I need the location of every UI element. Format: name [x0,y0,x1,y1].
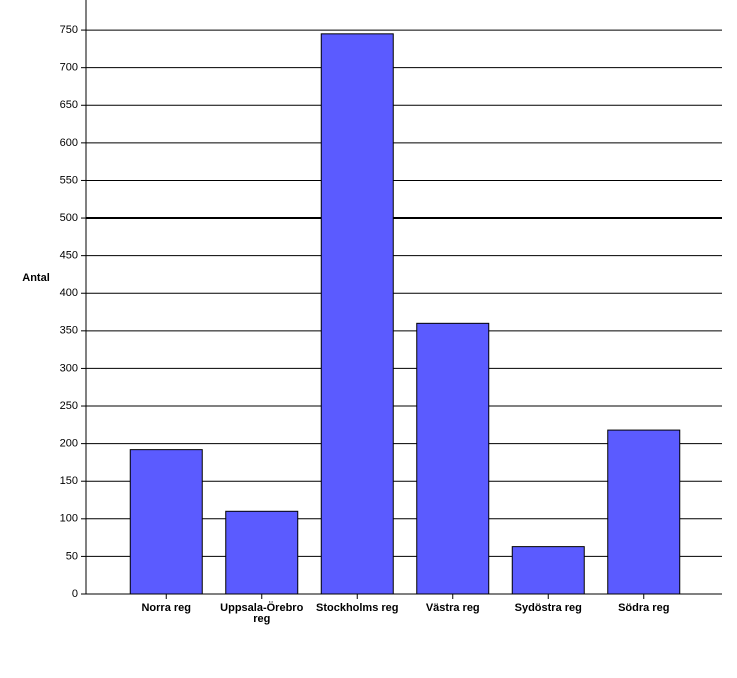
bar [511,546,585,595]
bar [225,510,299,595]
bar [320,33,394,595]
y-tick-label: 700 [60,62,78,74]
x-tick-label: Västra reg [425,602,480,614]
x-tick-label: Sydöstra reg [514,602,582,614]
y-tick-label: 250 [60,400,78,412]
y-tick-label: 350 [60,325,78,337]
y-tick-label: 400 [60,287,78,299]
y-tick-label: 150 [60,475,78,487]
y-tick-label: 750 [60,24,78,36]
y-tick-label: 600 [60,137,78,149]
y-tick-label: 50 [66,550,78,562]
y-tick-label: 450 [60,250,78,262]
x-tick-label: Uppsala-Örebro reg [220,602,304,625]
y-tick-label: 200 [60,438,78,450]
y-tick-label: 0 [72,588,78,600]
y-tick-label: 100 [60,513,78,525]
bar [607,429,681,595]
y-axis-label: Antal [22,272,50,284]
y-tick-label: 550 [60,174,78,186]
x-tick-label: Stockholms reg [315,602,399,614]
y-tick-label: 300 [60,362,78,374]
y-tick-label: 500 [60,212,78,224]
bar [129,449,203,595]
x-tick-label: Södra reg [618,602,670,614]
x-tick-label: Norra reg [141,602,192,614]
bar [416,322,490,595]
y-tick-label: 650 [60,99,78,111]
